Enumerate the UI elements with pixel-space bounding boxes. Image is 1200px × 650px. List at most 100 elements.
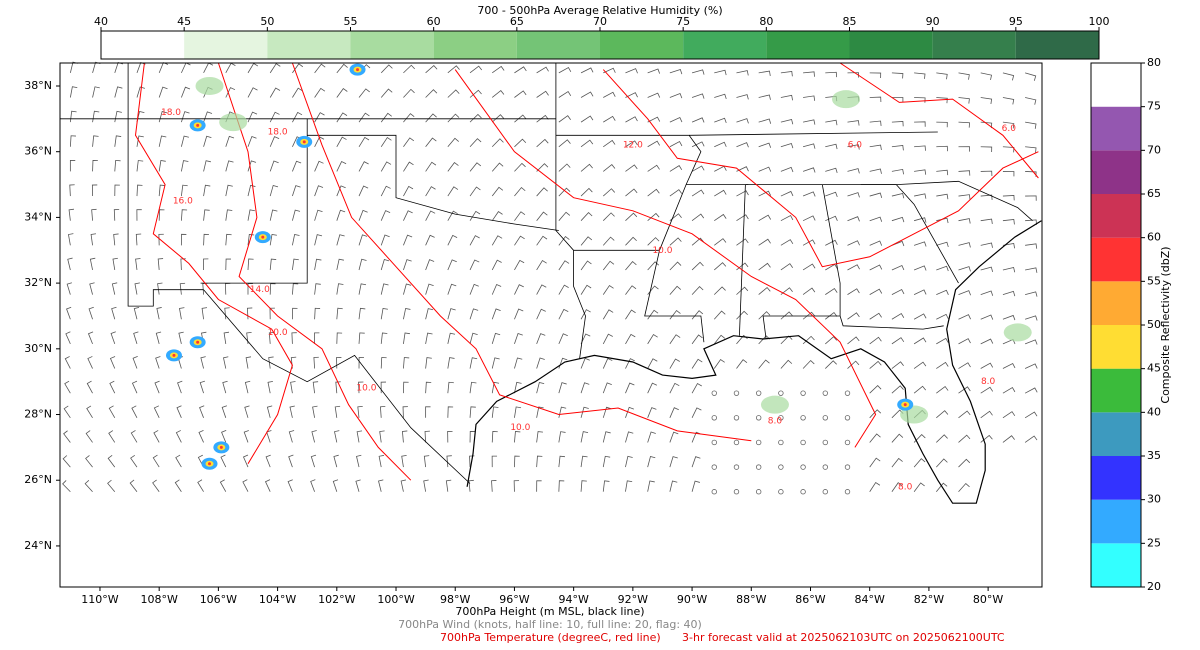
wind-barb [647,309,659,320]
wind-barb [84,480,93,492]
y-tick-label: 34°N [24,210,52,223]
wind-barb [423,455,430,468]
wind-barb [358,258,367,271]
wind-barb [580,382,590,394]
wind-barb [403,113,415,123]
wind-barb [603,115,616,123]
wind-barb [936,482,948,492]
wind-barb [157,282,163,295]
wind-barb [514,381,522,394]
wind-barb [269,184,279,197]
wind-barb [580,480,587,492]
wind-barb [714,141,727,148]
wind-barb [602,236,615,246]
wind-barb [602,480,610,492]
humidity-patch [195,76,224,95]
wind-barb [68,208,75,221]
wind-barb [625,309,636,320]
wind-barb [580,212,593,221]
wind-barb [1025,72,1037,81]
humidity-bin [433,31,517,59]
calm-wind [822,390,828,396]
wind-barb [425,259,435,271]
wind-barb [403,332,410,344]
wind-barb [602,212,615,221]
wind-barb [647,382,658,394]
wind-barb [958,290,971,296]
echo-peak [196,340,200,344]
wind-barb [380,64,393,74]
wind-barb [625,164,638,172]
wind-barb [114,86,123,98]
x-tick-label: 100°W [377,593,414,606]
wind-barb [201,307,208,320]
wind-barb [980,146,993,152]
wind-barb [403,88,415,98]
state-border [822,184,959,284]
state-border [860,180,1033,221]
wind-barb [491,90,505,98]
wind-barb [669,456,678,468]
wind-barb [113,209,120,221]
wind-barb [63,405,71,419]
wind-barb [580,260,592,271]
wind-barb [131,405,138,418]
wind-barb [221,429,227,443]
wind-barb [736,359,748,369]
wind-barb [691,286,704,295]
wind-barb [491,480,497,492]
wind-barb [492,65,505,74]
wind-barb [914,121,926,127]
wind-barb [336,185,346,197]
wind-barb [669,285,682,295]
reflectivity-bin [1091,325,1141,369]
wind-barb [110,331,116,345]
wind-barb [247,209,255,221]
wind-barb [713,334,726,345]
wind-barb [310,479,316,492]
wind-barb [245,356,252,369]
wind-barb [380,258,390,271]
wind-caption: 700hPa Wind (knots, half line: 10, full … [398,618,702,631]
calm-wind [755,439,762,446]
wind-barb [88,306,94,320]
wind-barb [602,188,616,197]
wind-barb [536,187,548,197]
wind-barb [980,170,993,177]
wind-barb [913,482,925,492]
wind-barb [714,117,727,123]
wind-barb [514,455,520,468]
wind-barb [936,361,949,369]
wind-barb [175,430,182,443]
x-tick-label: 82°W [914,593,944,606]
wind-barb [425,89,438,98]
state-border [555,63,586,359]
wind-barb [936,97,948,104]
wind-barb [691,456,701,468]
wind-barb [178,331,184,344]
wind-barb [1024,339,1038,345]
wind-barb [758,359,770,369]
wind-barb [114,110,122,123]
wind-barb [647,455,656,468]
tick-label: 85 [843,15,857,28]
wind-barb [780,311,793,320]
wind-barb [736,286,749,295]
wind-barb [1002,387,1016,394]
wind-barb [514,308,524,320]
calm-wind [711,415,717,421]
wind-barb [913,361,927,369]
wind-barb [802,167,816,173]
wind-barb [447,430,453,443]
wind-barb [136,184,143,197]
wind-barb [691,213,705,222]
wind-barb [980,218,993,225]
wind-barb [736,238,749,246]
wind-barb [447,113,460,123]
wind-barb [403,137,415,148]
wind-barb [602,309,614,320]
wind-barb [891,457,903,468]
wind-barb [358,381,364,394]
wind-barb [131,380,138,394]
wind-barb [936,434,948,443]
